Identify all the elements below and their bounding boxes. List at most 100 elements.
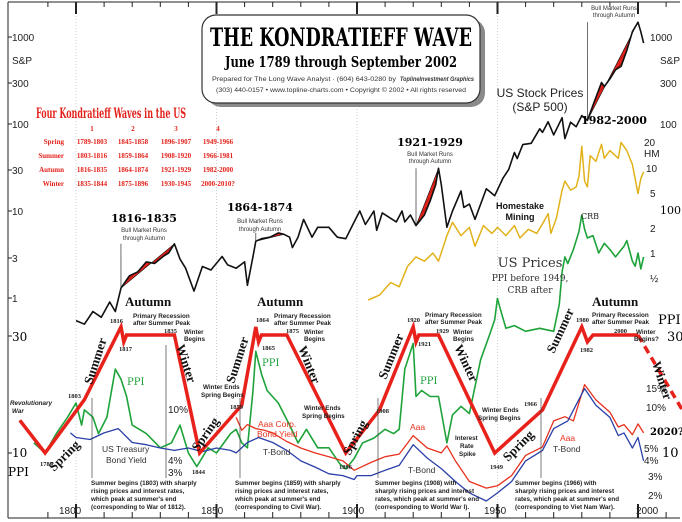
- table-cell: 1816-1835: [77, 166, 108, 174]
- tick-hm-10: 10: [646, 164, 658, 175]
- winter-begins-2a: Winter: [304, 329, 324, 336]
- note-line: rates, which peak at summer's end: [515, 496, 619, 503]
- tick-yield-5: 5%: [644, 444, 659, 455]
- series-line-kondratieff-projection: [636, 334, 682, 413]
- tick-sp-right-100: 100: [660, 120, 677, 131]
- treasury-label-1: US Treasury: [102, 444, 150, 454]
- table-cell: 1875-1896: [118, 180, 149, 188]
- year-1817: 1817: [119, 346, 133, 353]
- year-1896: 1896: [339, 464, 353, 471]
- bull-years-3: 1921-1929: [397, 136, 463, 149]
- tick-sp-300: 300: [12, 79, 29, 90]
- tick-yield-3: 3%: [648, 472, 663, 483]
- tick-ppi-30: 30: [12, 330, 27, 344]
- tick-hm-5: 5: [650, 189, 656, 200]
- year-1949: 1949: [490, 464, 504, 471]
- future-label: 2020?: [650, 427, 682, 438]
- tick-hm-20: 20: [644, 138, 656, 149]
- ppi-label-3: PPI: [420, 376, 437, 387]
- series-line-kondratieff-wave: [18, 320, 638, 457]
- bull-text-1a: Bull Market Runs: [121, 228, 167, 234]
- bull-text-4b: through Autumn: [593, 13, 635, 19]
- note-line: which peak at summer's end: [234, 496, 321, 503]
- recession-3b: after Summer Peak: [425, 319, 483, 326]
- x-tick-1800: 1800: [59, 506, 82, 517]
- year-1803: 1803: [68, 393, 82, 400]
- homestake-label-1: Homestake: [496, 201, 544, 211]
- recession-1a: Primary Recession: [133, 313, 190, 320]
- autumn-label-4: Autumn: [592, 294, 639, 309]
- winter-ends-3b: Spring Begins: [478, 415, 521, 422]
- tick-inner-3: 3%: [168, 468, 183, 479]
- table-cell: 1982-2000: [203, 166, 234, 174]
- year-1929: 1929: [436, 328, 450, 335]
- axis-label-ppi-right: PPI: [658, 313, 681, 328]
- title-box: THE KONDRATIEFF WAVE June 1789 through S…: [201, 14, 485, 107]
- table-cell: 1896-1907: [161, 138, 192, 146]
- treasury-label-2: Bond Yield: [106, 455, 147, 465]
- winter-begins-3a: Winter: [453, 329, 473, 336]
- note-line: Summer begins (1908) with: [375, 480, 457, 487]
- wave-annotations: Primary Recession after Summer Peak Prim…: [40, 312, 659, 476]
- gridlines: [75, 4, 498, 516]
- tick-sp-100: 100: [12, 120, 29, 131]
- tick-inner-4: 4%: [168, 456, 183, 467]
- credits-line2: (303) 440-0157 • www.topline-charts.com …: [216, 87, 466, 94]
- tick-sp-3: 3: [12, 254, 18, 265]
- year-1920: 1920: [407, 317, 420, 324]
- us-prices-label: US Prices: [498, 256, 563, 271]
- col-1: 1: [90, 125, 94, 133]
- aaa-corp-label-1: Aaa Corp.: [258, 419, 296, 429]
- tick-sp-1000: 1000: [12, 33, 35, 44]
- inline-labels: PPI PPI PPI US Treasury Bond Yield Aaa C…: [10, 358, 682, 475]
- autumn-label-1: Autumn: [125, 294, 172, 309]
- series-line-aaa-corp-bond-yield: [235, 383, 645, 489]
- tick-sp-1: 1: [12, 294, 18, 305]
- tick-ppi-right-10: 10: [662, 446, 679, 461]
- bull-text-2a: Bull Market Runs: [237, 219, 283, 225]
- x-tick-1850: 1850: [201, 506, 224, 517]
- col-4: 4: [216, 125, 220, 133]
- note-line: Summer begins (1803) with sharply: [91, 480, 197, 487]
- note-line: (corresponding to Viet Nam War).: [515, 504, 615, 511]
- bottom-notes: Summer begins (1803) with sharplyrising …: [90, 398, 619, 511]
- note-line: rising prices and interest rates,: [235, 488, 329, 495]
- chart-subtitle: June 1789 through September 2002: [223, 53, 457, 71]
- tbond-label-2: T-Bond: [408, 465, 436, 475]
- year-1844: 1844: [192, 469, 206, 476]
- winter-begins-4b: Begins?: [634, 336, 659, 343]
- series-lines: [18, 21, 682, 502]
- tick-ppi-10: 10: [12, 446, 27, 460]
- ppi-label-2: PPI: [262, 358, 279, 369]
- revolutionary-war-1: Revolutionary: [10, 400, 52, 407]
- year-1982: 1982: [580, 347, 593, 354]
- note-line: rising prices and interest rates,: [91, 488, 185, 495]
- year-1875: 1875: [286, 328, 300, 335]
- x-tick-1900: 1900: [342, 506, 365, 517]
- col-2: 2: [131, 125, 135, 133]
- stock-label-1: US Stock Prices: [497, 86, 584, 100]
- plot-frame: [7, 1, 680, 519]
- year-2000: 2000: [614, 328, 627, 335]
- year-1816: 1816: [110, 318, 124, 325]
- us-prices-sub1: PPI before 1949,: [492, 274, 569, 284]
- series-line-us-stock-prices-s-p-500: [75, 21, 645, 326]
- axis-label-sp-right: S&P: [660, 56, 680, 67]
- year-1865: 1865: [262, 345, 276, 352]
- year-1789: 1789: [40, 461, 54, 468]
- tick-yield-2: 2%: [648, 491, 663, 502]
- winter-ends-1b: Spring Begins: [201, 392, 244, 399]
- tick-yield-4: 4%: [644, 456, 659, 467]
- winter-ends-3a: Winter Ends: [482, 407, 519, 414]
- note-line: (corresponding to World War I).: [375, 504, 469, 511]
- note-line: sharply rising prices and interest: [375, 488, 475, 495]
- note-line: Summer begins (1859) with sharply: [235, 480, 341, 487]
- title-box-border: [201, 14, 481, 104]
- interest-spike-3: Spike: [459, 451, 476, 458]
- year-1980: 1980: [576, 317, 589, 324]
- bull-text-2b: through Autumn: [239, 227, 281, 233]
- table-cell: 1845-1858: [118, 138, 149, 146]
- credits-line1: Prepared for The Long Wave Analyst · (60…: [212, 77, 396, 83]
- table-cell: 1921-1929: [161, 166, 192, 174]
- row-season-winter: Winter: [43, 180, 64, 188]
